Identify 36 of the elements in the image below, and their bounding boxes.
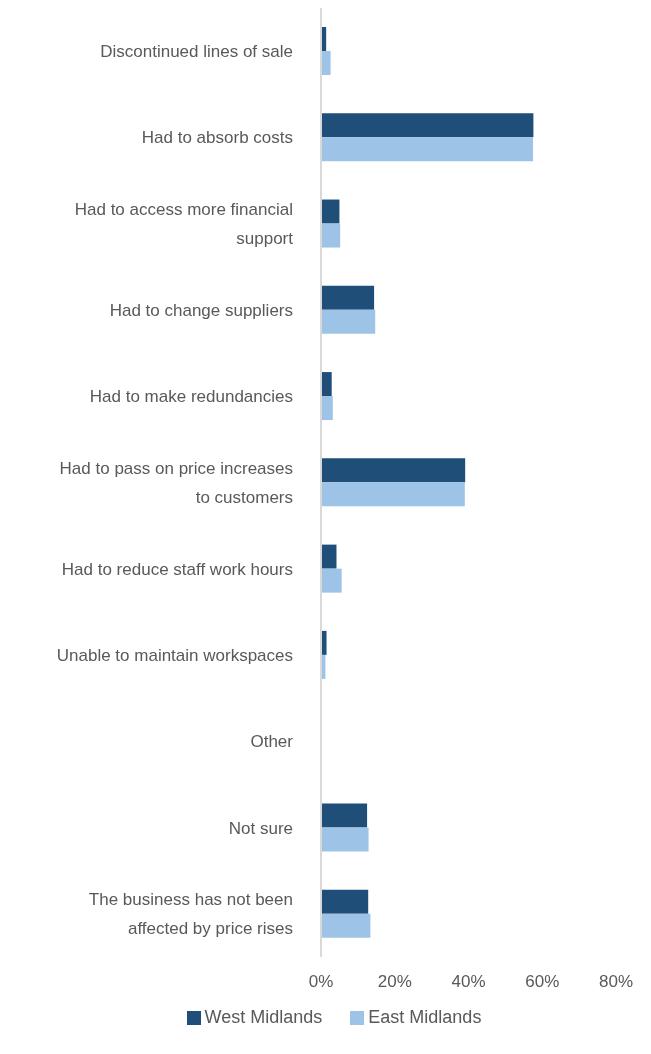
- bar: [321, 199, 340, 224]
- y-tick-label: Had to access more financial support: [74, 199, 294, 248]
- y-tick-label: Unable to maintain workspaces: [56, 645, 293, 665]
- y-tick-label: Had to pass on price increases to customers: [59, 458, 293, 507]
- bar: [321, 544, 337, 569]
- bar: [321, 285, 375, 310]
- y-tick-label: Discontinued lines of sale: [100, 41, 293, 61]
- y-tick-label: Had to change suppliers: [109, 300, 293, 320]
- bar: [321, 372, 332, 397]
- x-tick-label: 20%: [377, 972, 412, 992]
- bar: [321, 827, 369, 852]
- bar: [321, 396, 333, 421]
- bar: [321, 137, 534, 162]
- legend-label: East Midlands: [368, 1007, 482, 1027]
- bar: [321, 803, 368, 828]
- x-tick-label: 60%: [525, 972, 560, 992]
- bar: [321, 309, 376, 334]
- y-tick-label: Had to make redundancies: [89, 386, 293, 406]
- bar: [321, 223, 341, 248]
- bar: [321, 889, 369, 914]
- bar: [321, 630, 327, 655]
- y-tick-label: Had to absorb costs: [141, 127, 293, 147]
- y-tick-label: Other: [250, 731, 294, 751]
- x-tick-label: 0%: [308, 972, 334, 992]
- bar: [321, 458, 466, 483]
- y-tick-label: The business has not been affected by price rises: [88, 889, 293, 938]
- legend-label: West Midlands: [204, 1007, 323, 1027]
- x-tick-label: 40%: [451, 972, 486, 992]
- y-tick-label: Had to reduce staff work hours: [61, 559, 293, 579]
- bar: [321, 913, 371, 938]
- bar: [321, 568, 342, 593]
- y-tick-label: Not sure: [228, 818, 293, 838]
- bar: [321, 113, 534, 138]
- bar: [321, 50, 331, 75]
- x-tick-label: 80%: [598, 972, 634, 992]
- bar: [321, 482, 465, 507]
